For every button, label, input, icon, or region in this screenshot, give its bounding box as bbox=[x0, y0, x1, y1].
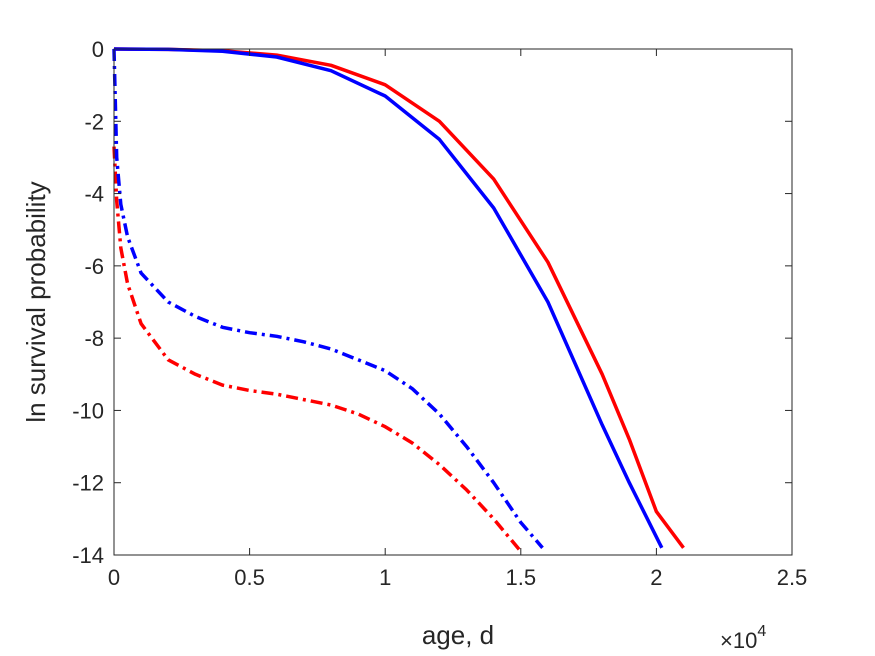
x-tick-label: 1 bbox=[379, 565, 391, 590]
x-tick-label: 0.5 bbox=[234, 565, 265, 590]
series-line-2-solid bbox=[113, 47, 664, 549]
series-line-4-dashdot bbox=[112, 48, 544, 549]
x-axis-title: age, d bbox=[422, 620, 494, 650]
y-tick-label: -2 bbox=[84, 109, 104, 134]
y-tick-label: -10 bbox=[72, 398, 104, 423]
y-tick-label: -4 bbox=[84, 182, 104, 207]
plot-area bbox=[114, 49, 792, 555]
x-tick-label: 2.5 bbox=[777, 565, 808, 590]
y-tick-label: -12 bbox=[72, 471, 104, 496]
x-tick-label: 1.5 bbox=[506, 565, 537, 590]
y-tick-label: -6 bbox=[84, 254, 104, 279]
x-exponent-power: 4 bbox=[757, 623, 766, 640]
x-tick-label: 0 bbox=[108, 565, 120, 590]
y-tick-label: -14 bbox=[72, 543, 104, 568]
ticks-layer: 0 0.5 1 1.5 2 2.5 0 -2 -4 -6 -8 -10 -12 -14 bbox=[72, 37, 807, 590]
axes-layer bbox=[113, 48, 793, 556]
x-exponent-label: ×104 bbox=[720, 623, 766, 653]
y-tick-label: 0 bbox=[92, 37, 104, 62]
axes-box bbox=[113, 48, 793, 556]
x-tick-label: 2 bbox=[650, 565, 662, 590]
y-tick-label: -8 bbox=[84, 326, 104, 351]
y-axis-title: ln survival probability bbox=[21, 181, 51, 422]
x-exponent-base: ×10 bbox=[720, 628, 757, 653]
series-layer bbox=[112, 47, 685, 553]
